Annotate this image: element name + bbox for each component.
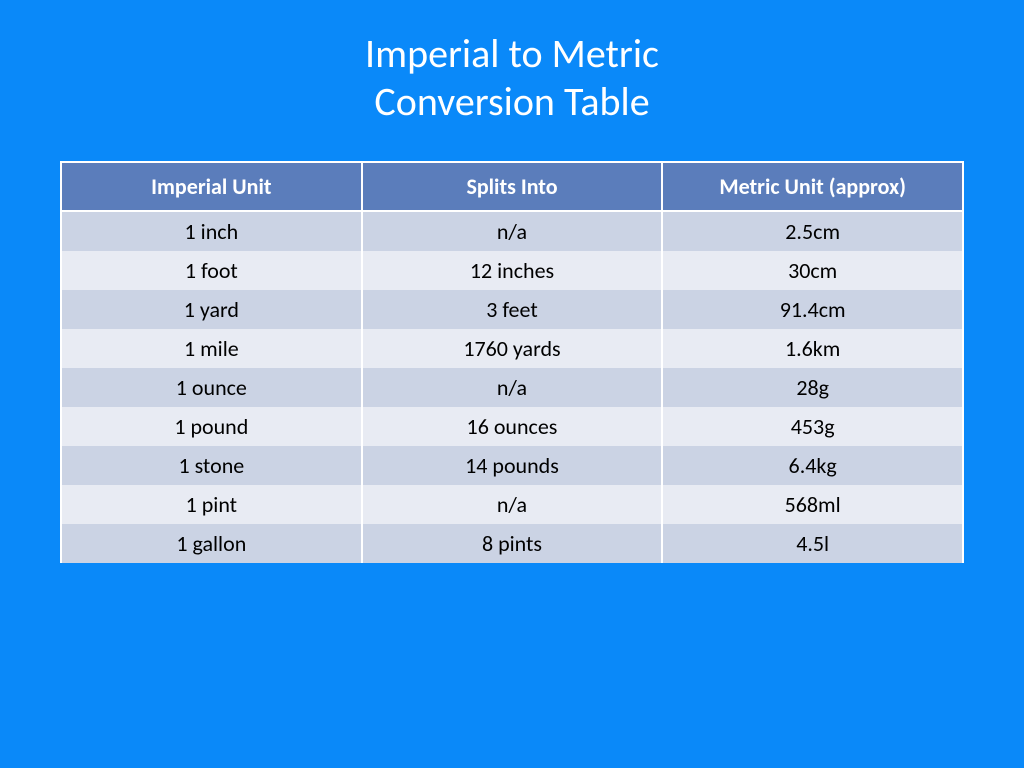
cell-imperial: 1 foot: [61, 251, 362, 290]
cell-splits: 1760 yards: [362, 329, 663, 368]
cell-metric: 28g: [662, 368, 963, 407]
table-row: 1 gallon 8 pints 4.5l: [61, 524, 963, 563]
table-row: 1 yard 3 feet 91.4cm: [61, 290, 963, 329]
slide-container: Imperial to Metric Conversion Table Impe…: [0, 0, 1024, 563]
cell-metric: 91.4cm: [662, 290, 963, 329]
cell-imperial: 1 inch: [61, 211, 362, 251]
cell-splits: n/a: [362, 485, 663, 524]
table-row: 1 mile 1760 yards 1.6km: [61, 329, 963, 368]
cell-imperial: 1 pound: [61, 407, 362, 446]
table-row: 1 foot 12 inches 30cm: [61, 251, 963, 290]
cell-imperial: 1 mile: [61, 329, 362, 368]
cell-splits: 16 ounces: [362, 407, 663, 446]
cell-splits: n/a: [362, 211, 663, 251]
conversion-table: Imperial Unit Splits Into Metric Unit (a…: [60, 161, 964, 563]
table-header-row: Imperial Unit Splits Into Metric Unit (a…: [61, 162, 963, 211]
col-header-imperial: Imperial Unit: [61, 162, 362, 211]
cell-metric: 4.5l: [662, 524, 963, 563]
cell-imperial: 1 gallon: [61, 524, 362, 563]
table-row: 1 pound 16 ounces 453g: [61, 407, 963, 446]
cell-imperial: 1 stone: [61, 446, 362, 485]
cell-splits: 8 pints: [362, 524, 663, 563]
col-header-metric: Metric Unit (approx): [662, 162, 963, 211]
cell-splits: 3 feet: [362, 290, 663, 329]
title-line-2: Conversion Table: [374, 77, 649, 126]
cell-metric: 568ml: [662, 485, 963, 524]
cell-splits: 12 inches: [362, 251, 663, 290]
cell-metric: 453g: [662, 407, 963, 446]
table-row: 1 stone 14 pounds 6.4kg: [61, 446, 963, 485]
title-line-1: Imperial to Metric: [365, 29, 659, 78]
page-title: Imperial to Metric Conversion Table: [60, 30, 964, 126]
table-row: 1 ounce n/a 28g: [61, 368, 963, 407]
table-row: 1 inch n/a 2.5cm: [61, 211, 963, 251]
cell-metric: 6.4kg: [662, 446, 963, 485]
cell-metric: 1.6km: [662, 329, 963, 368]
cell-splits: n/a: [362, 368, 663, 407]
cell-imperial: 1 pint: [61, 485, 362, 524]
cell-splits: 14 pounds: [362, 446, 663, 485]
cell-imperial: 1 yard: [61, 290, 362, 329]
cell-imperial: 1 ounce: [61, 368, 362, 407]
cell-metric: 30cm: [662, 251, 963, 290]
col-header-splits: Splits Into: [362, 162, 663, 211]
table-row: 1 pint n/a 568ml: [61, 485, 963, 524]
cell-metric: 2.5cm: [662, 211, 963, 251]
